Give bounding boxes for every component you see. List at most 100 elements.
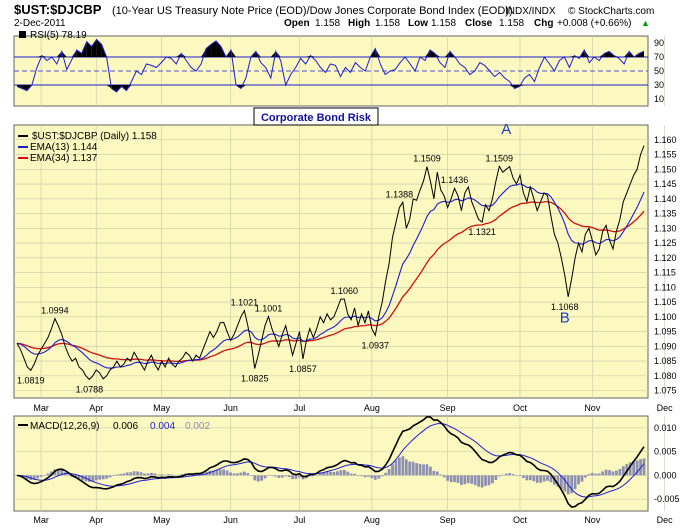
chg-label: Chg (534, 18, 553, 29)
macd-histogram-bar (174, 475, 177, 476)
price-tick-label: 1.075 (654, 386, 677, 396)
ohlc-readout: Open 1.158 High 1.158 Low 1.158 Close 1.… (284, 18, 650, 29)
macd-histogram-bar (470, 475, 474, 484)
chart-copyright: © StockCharts.com (568, 6, 654, 17)
macd-histogram-bar (256, 475, 260, 482)
rsi-overbought-fill (36, 55, 42, 57)
macd-histogram-bar (332, 471, 336, 476)
price-x-tick-label: Jun (223, 403, 238, 413)
macd-histogram-bar (291, 475, 294, 480)
rsi-tick-label: 90 (654, 38, 664, 48)
macd-histogram-bar (156, 474, 160, 476)
chart-symbol: $UST:$DJCBP (14, 2, 102, 17)
price-callout-label: 1.0788 (76, 384, 104, 394)
macd-histogram-bar (46, 473, 50, 476)
macd-histogram-bar (449, 475, 453, 483)
macd-histogram-bar (132, 471, 136, 476)
axis-labels: 1.075 1.080 1.085 1.090 1.095 1.100 1.105 1.110… (33, 38, 679, 525)
macd-histogram-bar (274, 475, 277, 477)
macd-histogram-bar (342, 469, 346, 476)
macd-histogram-bar (270, 475, 274, 476)
price-tick-label: 1.120 (654, 253, 677, 263)
price-x-tick-label: Apr (89, 403, 103, 413)
macd-histogram-bar (594, 473, 598, 476)
price-x-tick-label: Oct (513, 403, 528, 413)
macd-histogram-bar (315, 474, 319, 476)
macd-histogram-bar (577, 475, 580, 485)
price-line (16, 145, 645, 381)
macd-tick-label: 0.000 (654, 470, 677, 480)
macd-histogram-bar (580, 475, 584, 482)
price-tick-label: 1.140 (654, 194, 677, 204)
macd-histogram-bar (411, 461, 415, 476)
rsi-overbought-fill (216, 40, 222, 57)
macd-histogram-bar (625, 464, 629, 476)
macd-histogram-bar (129, 472, 133, 476)
macd-x-tick-label: Dec (657, 515, 674, 525)
macd-histogram-bar (425, 464, 429, 476)
price-callout-label: 1.1068 (551, 302, 579, 312)
macd-histogram-bar (532, 475, 536, 482)
macd-histogram-bar (160, 474, 164, 476)
price-tick-label: 1.145 (654, 179, 677, 189)
price-callout-label: 1.1321 (468, 227, 496, 237)
macd-x-tick-label: Sep (440, 515, 456, 525)
macd-histogram-bar (267, 475, 270, 476)
rsi-overbought-fill (201, 48, 207, 57)
close-value: 1.158 (499, 18, 524, 29)
macd-histogram-bar (298, 475, 301, 478)
macd-histogram-bar (373, 475, 377, 480)
macd-histogram-bar (125, 472, 129, 476)
macd-histogram-bar (277, 475, 281, 478)
macd-histogram-bar (325, 471, 329, 476)
macd-histogram-bar (525, 475, 529, 481)
macd-histogram-bar (218, 469, 222, 476)
chart-date: 2-Dec-2011 (14, 18, 66, 29)
open-value: 1.158 (315, 18, 340, 29)
macd-histogram-bar (60, 470, 64, 476)
macd-histogram-bar (239, 472, 243, 476)
price-callout-label: 1.0857 (289, 364, 317, 374)
price-legend: $UST:$DJCBP (Daily) 1.158 EMA(13) 1.144 … (18, 131, 157, 164)
price-callout-label: 1.1001 (255, 304, 283, 314)
macd-histogram-bar (208, 470, 212, 476)
ema34-legend-text: EMA(34) 1.137 (30, 153, 98, 164)
price-x-tick-label: Nov (584, 403, 601, 413)
macd-histogram-bar (215, 470, 219, 476)
macd-histogram-bar (394, 460, 398, 476)
rsi-legend-swatch (19, 31, 26, 38)
macd-histogram-bar (618, 468, 622, 476)
price-panel (13, 124, 649, 399)
price-callout-label: 1.0937 (362, 340, 390, 350)
price-tick-label: 1.105 (654, 297, 677, 307)
macd-histogram-bar (43, 475, 46, 476)
price-x-tick-label: Dec (657, 403, 674, 413)
chart-description: (10-Year US Treasury Note Price (EOD)/Do… (112, 5, 513, 17)
macd-histogram-bar (67, 474, 71, 476)
macd-histogram-bar (139, 472, 143, 476)
price-tick-label: 1.095 (654, 327, 677, 337)
macd-histogram-bar (149, 472, 153, 476)
price-tick-label: 1.085 (654, 356, 677, 366)
macd-histogram-bar (429, 466, 432, 476)
macd-histogram-bar (584, 475, 587, 478)
macd-legend-signal: 0.004 (150, 421, 175, 432)
macd-histogram-bar (56, 469, 60, 476)
macd-histogram-bar (118, 474, 122, 476)
macd-histogram-bar (308, 475, 312, 477)
macd-histogram-bar (318, 473, 322, 476)
price-legend-text: $UST:$DJCBP (Daily) 1.158 (32, 131, 157, 142)
high-label: High (348, 18, 370, 29)
macd-panel (13, 415, 649, 512)
macd-histogram-bar (456, 475, 460, 483)
macd-histogram-bar (466, 475, 470, 484)
price-tick-label: 1.090 (654, 341, 677, 351)
macd-histogram-bar (611, 471, 615, 476)
price-tick-label: 1.130 (654, 223, 677, 233)
macd-histogram-bar (146, 473, 150, 476)
macd-histogram-bar (243, 471, 246, 476)
macd-histogram-bar (539, 475, 543, 483)
macd-histogram-bar (384, 472, 387, 476)
macd-histogram-bar (473, 475, 477, 486)
macd-histogram-bar (398, 457, 401, 476)
